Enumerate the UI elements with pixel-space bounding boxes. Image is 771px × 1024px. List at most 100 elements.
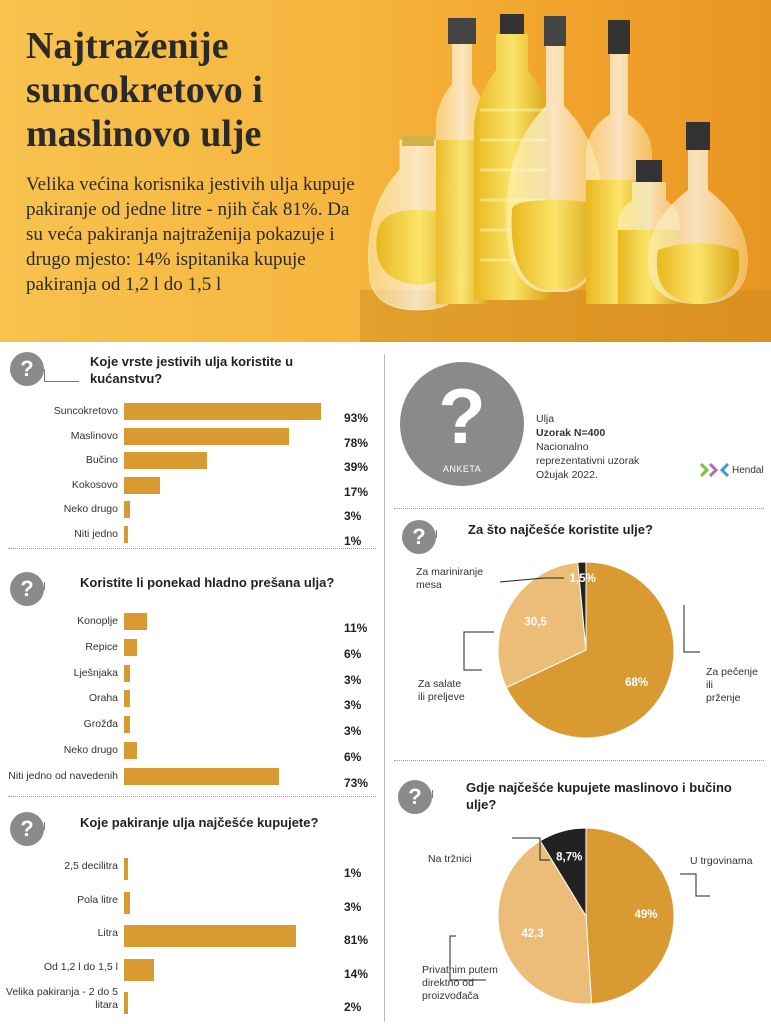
survey-date: Ožujak 2022. <box>536 469 598 481</box>
question-icon: ? <box>10 352 44 386</box>
pie-value-label: 42,3 <box>521 928 543 940</box>
bar-label: Niti jedno od navedenih <box>8 769 118 782</box>
bar <box>124 427 290 445</box>
bar-value-label: 17% <box>344 484 369 499</box>
bar-label: Grožđa <box>83 718 118 731</box>
chart-title: Gdje najčešće kupujete maslinovo i bučin… <box>466 780 732 812</box>
bar <box>124 891 131 914</box>
callout-line <box>449 935 486 981</box>
bar-label: Od 1,2 l do 1,5 l <box>43 960 118 973</box>
bar-label: Velika pakiranja - 2 do 5 litara <box>5 986 118 1011</box>
connector-line <box>436 530 459 538</box>
pie-chart: 49% 42,3 8,7% U trgovinama Privatnim putem di… <box>422 827 753 1005</box>
column-divider <box>384 354 385 1022</box>
bar-label: 2,5 decilitra <box>64 860 118 872</box>
question-icon: ? <box>10 812 44 846</box>
survey-type-2: reprezentativni uzorak <box>536 455 640 467</box>
survey-sample: Uzorak N=400 <box>536 427 606 439</box>
pie-value-label: 1,5% <box>569 573 595 585</box>
pie-category-label: Za salate ili preljeve <box>418 678 465 703</box>
pie-value-label: 8,7% <box>556 851 582 863</box>
pie-category-label: Za pečenje ili prženje <box>706 666 758 704</box>
pie-slice <box>585 827 675 1005</box>
bar-value-label: 6% <box>344 750 362 764</box>
brand-name: Hendal <box>732 465 764 476</box>
bar-value-label: 1% <box>344 866 362 880</box>
pie-category-label: Privatnim putem direktno od proizvođača <box>422 964 498 1002</box>
survey-type: Nacionalno <box>536 441 589 453</box>
bar-value-label: 78% <box>344 435 369 450</box>
bar <box>124 501 131 518</box>
pie-slice <box>577 561 587 651</box>
bar <box>124 690 131 708</box>
survey-topic: Ulja <box>536 413 555 425</box>
bar-value-label: 39% <box>344 460 369 474</box>
pie-category-label: Za mariniranje mesa <box>416 566 483 591</box>
bar-label: Lješnjaka <box>73 666 118 679</box>
callout-line <box>499 577 564 583</box>
bar <box>124 452 207 469</box>
bar-value-label: 1% <box>344 533 362 548</box>
pie-slice <box>497 840 593 1005</box>
bar-label: Suncokretovo <box>53 405 118 417</box>
hendal-logo-icon <box>700 462 730 478</box>
divider <box>394 508 764 509</box>
page-title: Najtraženije suncokretovo i maslinovo ul… <box>26 25 263 155</box>
bar <box>124 638 137 656</box>
oil-bottles-illustration <box>360 14 771 342</box>
bar <box>124 958 154 981</box>
bar-value-label: 14% <box>344 966 369 981</box>
connector-line <box>44 822 79 830</box>
chart-title: Za što najčešće koristite ulje? <box>468 522 653 537</box>
pie-value-label: 30,5 <box>524 616 547 628</box>
bar-label: Neko drugo <box>63 503 118 515</box>
bar-value-label: 73% <box>344 775 369 790</box>
survey-question-icon: ? ANKETA <box>400 362 524 486</box>
bar-value-label: 2% <box>344 1000 362 1014</box>
callout-line <box>512 837 550 861</box>
bar <box>124 767 279 785</box>
survey-badge: ANKETA <box>442 464 482 474</box>
bar-label: Oraha <box>88 692 118 705</box>
bar <box>124 664 131 682</box>
chart-title: Koje pakiranje ulja najčešće kupujete? <box>80 815 319 830</box>
bar <box>124 525 128 543</box>
bar-value-label: 81% <box>344 933 369 947</box>
bar <box>124 858 128 880</box>
chart-title: Koristite li ponekad hladno prešana ulja… <box>80 575 335 590</box>
bar-value-label: 3% <box>344 672 362 687</box>
pie-category-label: U trgovinama <box>690 855 753 867</box>
chart-title: Koje vrste jestivih ulja koristite u kuć… <box>90 354 294 386</box>
bar-label: Litra <box>97 927 118 939</box>
bar-value-label: 93% <box>344 411 369 425</box>
bar-value-label: 6% <box>344 646 362 661</box>
hero-banner: Najtraženije suncokretovo i maslinovo ul… <box>0 0 771 342</box>
bar-label: Neko drugo <box>63 744 118 756</box>
bar-value-label: 3% <box>344 509 362 523</box>
bar-label: Konoplje <box>77 615 118 627</box>
bar-label: Bučino <box>85 454 118 466</box>
pie-value-label: 49% <box>634 909 657 921</box>
bar <box>124 403 322 420</box>
divider <box>394 760 764 761</box>
bar-value-label: 3% <box>344 698 362 713</box>
bar-label: Pola litre <box>77 893 118 906</box>
question-icon: ? <box>398 780 432 814</box>
pie-slice <box>505 561 675 739</box>
pie-chart: 68% 30,5 1,5% Za pečenje ili prženje Za salate… <box>416 561 758 739</box>
bar-value-label: 3% <box>344 724 362 739</box>
bar-label: Kokosovo <box>71 478 118 491</box>
connector-line <box>44 582 79 590</box>
bar-value-label: 3% <box>344 899 362 914</box>
bar <box>124 613 148 630</box>
question-icon: ? <box>10 572 44 606</box>
connector-line <box>432 790 457 798</box>
bar-label: Repice <box>85 640 118 653</box>
bar-label: Niti jedno <box>74 527 118 540</box>
bar <box>124 716 131 734</box>
bar <box>124 476 161 494</box>
connector-line <box>44 369 79 382</box>
bar-label: Maslinovo <box>70 429 118 442</box>
pie-value-label: 68% <box>625 677 648 689</box>
callout-line <box>680 873 710 897</box>
